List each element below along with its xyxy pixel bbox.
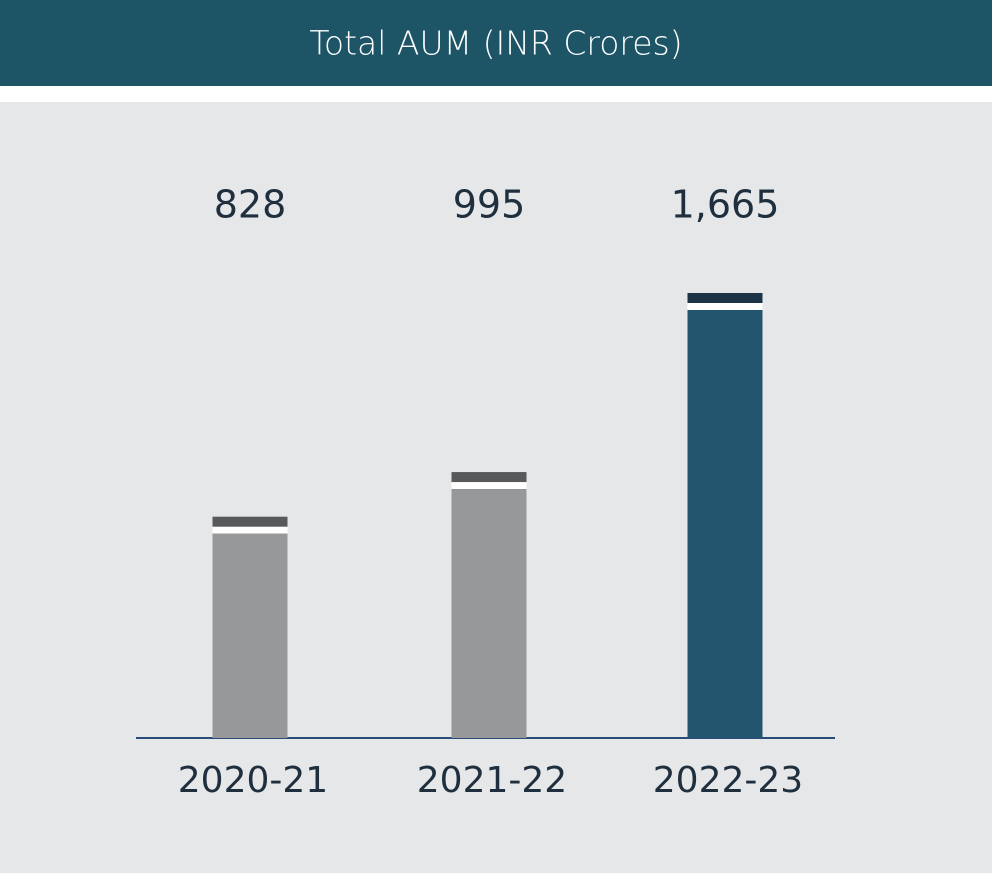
value-label: 995 [453,183,526,227]
header-strip [0,86,992,102]
x-tick-label: 2020-21 [178,760,328,801]
bar-gap [687,303,763,310]
value-label: 1,665 [671,183,780,227]
bar-gap [451,482,527,490]
bar-body [687,310,763,738]
bar-gap [212,526,288,534]
value-label: 828 [214,183,287,227]
header-band [0,0,992,86]
bar-body [212,533,288,738]
x-tick-label: 2022-23 [653,760,803,801]
chart-title: Total AUM (INR Crores) [309,24,682,63]
bar-body [451,489,527,738]
x-tick-label: 2021-22 [417,760,567,801]
